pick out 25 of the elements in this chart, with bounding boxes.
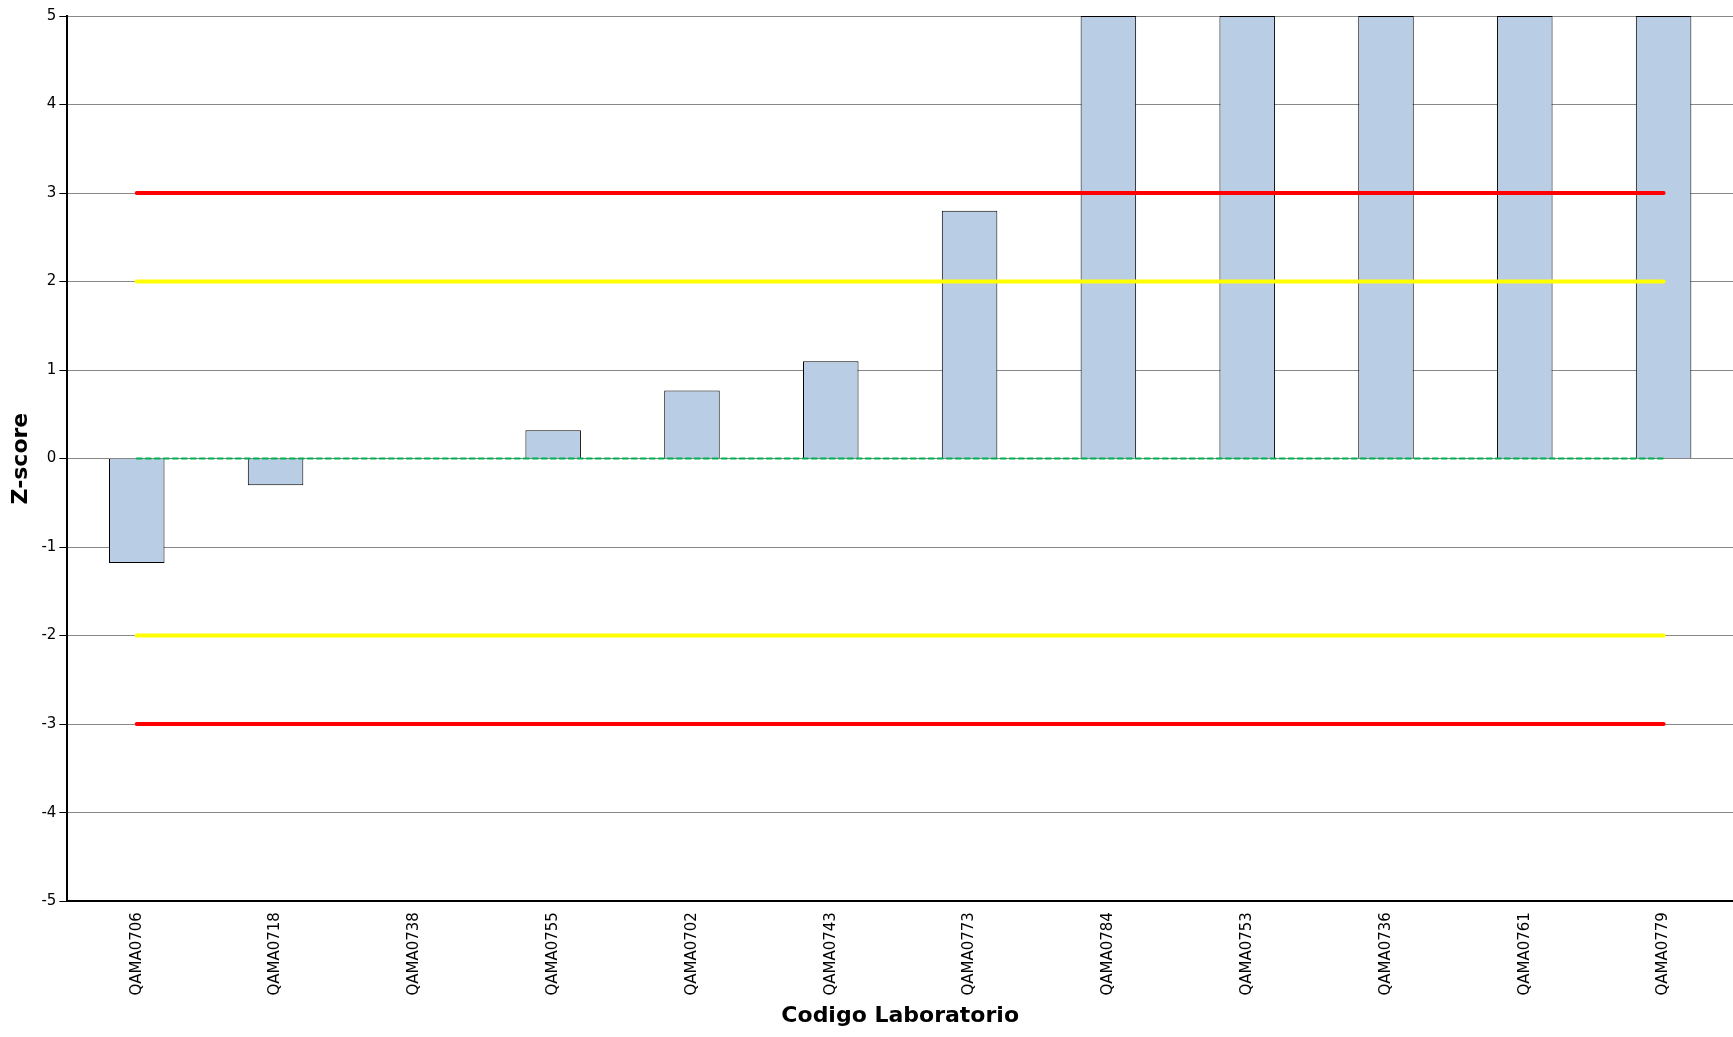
y-tick-label: 1 xyxy=(46,359,57,378)
y-tick-label: 5 xyxy=(46,5,57,24)
x-tick-label: QAMA0784 xyxy=(1098,912,1117,996)
y-tick-label: -2 xyxy=(41,625,57,644)
y-axis-title: Z-score xyxy=(6,412,32,505)
y-tick-label: -1 xyxy=(41,536,57,555)
x-tick-label: QAMA0706 xyxy=(126,912,145,996)
y-tick-label: -5 xyxy=(41,891,57,910)
x-tick-label: QAMA0773 xyxy=(959,912,978,996)
y-tick-label: -4 xyxy=(41,802,57,821)
x-tick-label: QAMA0736 xyxy=(1375,912,1394,996)
y-tick-label: 3 xyxy=(46,182,57,201)
x-tick-label: QAMA0718 xyxy=(265,912,284,996)
x-tick-label: QAMA0753 xyxy=(1237,912,1256,996)
x-tick-label: QAMA0779 xyxy=(1653,912,1672,996)
x-axis-title: Codigo Laboratorio xyxy=(781,1001,1019,1027)
x-tick-label: QAMA0755 xyxy=(543,912,562,996)
x-tick-label: QAMA0738 xyxy=(404,912,423,996)
x-tick-label: QAMA0743 xyxy=(820,912,839,996)
y-tick-label: 2 xyxy=(46,271,57,290)
y-tick-label: 0 xyxy=(46,448,57,467)
y-tick-label: 4 xyxy=(46,94,57,113)
x-tick-label: QAMA0702 xyxy=(681,912,700,996)
x-tick-label: QAMA0761 xyxy=(1514,912,1533,996)
y-tick-label: -3 xyxy=(41,714,57,733)
